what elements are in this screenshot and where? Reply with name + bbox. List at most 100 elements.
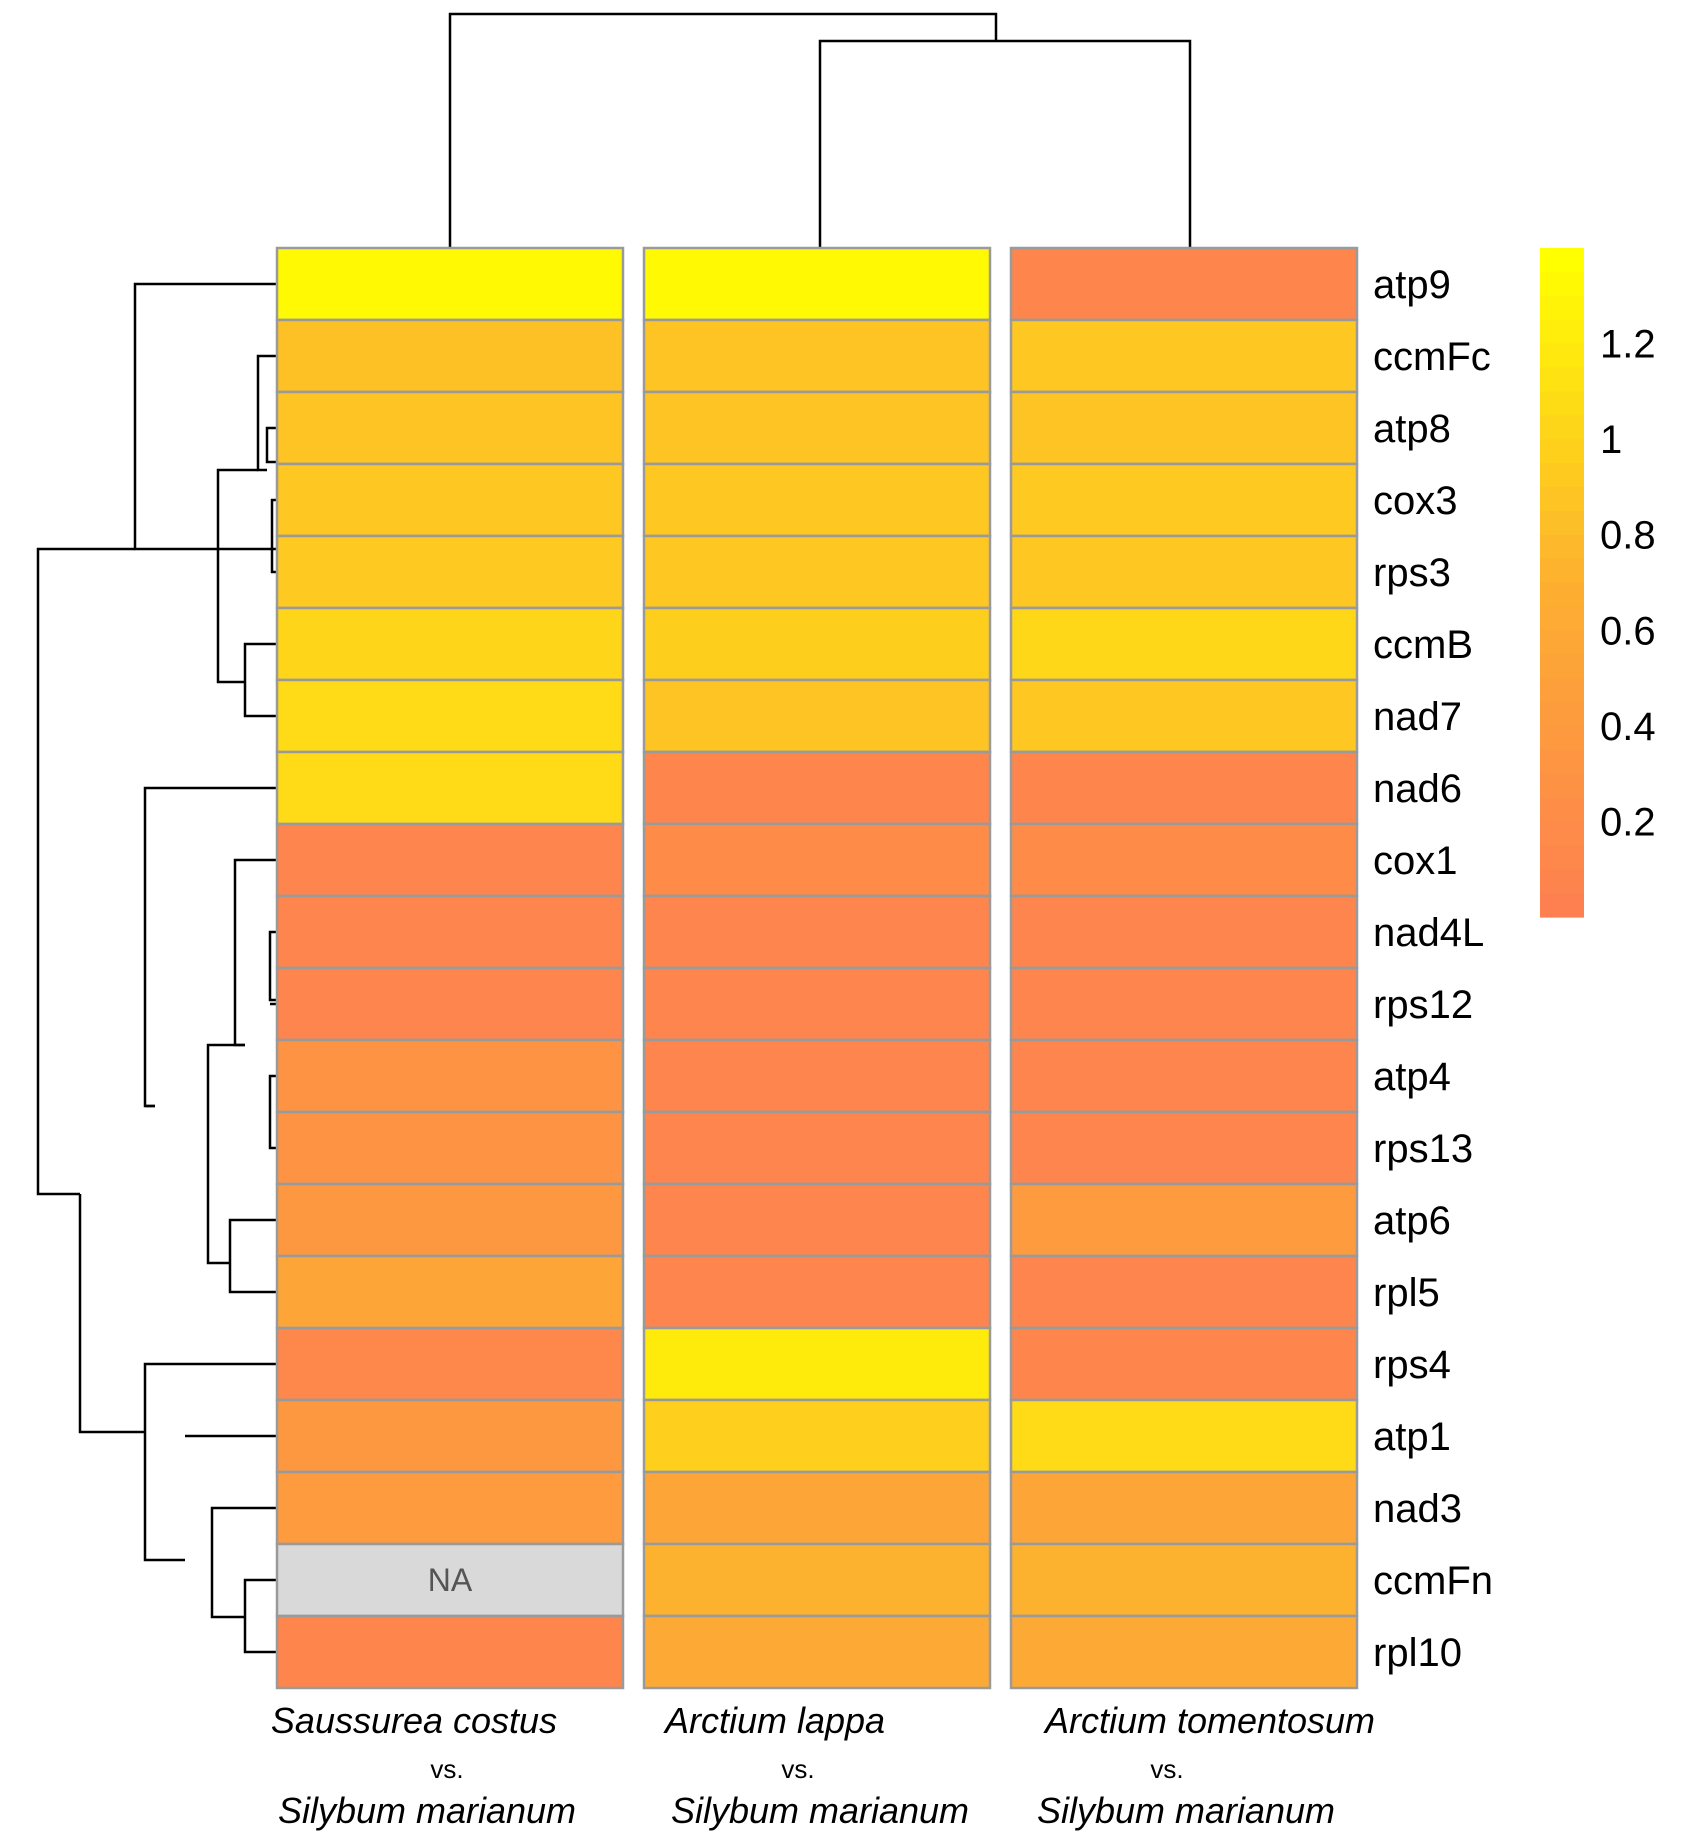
legend-swatch xyxy=(1540,678,1584,703)
legend-swatch xyxy=(1540,558,1584,584)
legend-swatch xyxy=(1540,248,1584,273)
heatmap-cell-ccmFn-col1 xyxy=(275,1542,625,1618)
column-labels: Saussurea costus vs. Silybum marianum Arcti… xyxy=(271,1700,1375,1831)
legend-swatch xyxy=(1540,797,1584,823)
row-dendrogram-branch xyxy=(270,498,277,574)
row-label-ccmFn: ccmFn xyxy=(1373,1559,1493,1603)
heatmap-cell-atp9-col2 xyxy=(642,246,992,322)
heatmap-cell-rps4-col1 xyxy=(275,1326,625,1402)
heatmap-cells: NA xyxy=(275,246,1359,1690)
row-dendrogram-branch xyxy=(36,547,135,1196)
legend-tick-label: 1.2 xyxy=(1600,323,1656,367)
row-dendrogram-branch xyxy=(78,1194,145,1434)
heatmap-cell-atp1-col2 xyxy=(642,1398,992,1474)
heatmap-cell-rps12-col2 xyxy=(642,966,992,1042)
row-label-rpl10: rpl10 xyxy=(1373,1631,1462,1675)
heatmap-cell-rpl5-col1 xyxy=(275,1254,625,1330)
heatmap-cell-atp6-col3 xyxy=(1009,1182,1359,1258)
heatmap-cell-rps12-col3 xyxy=(1009,966,1359,1042)
heatmap-cell-rpl10-col1 xyxy=(275,1614,625,1690)
heatmap-cell-rps4-col3 xyxy=(1009,1326,1359,1402)
heatmap-cell-atp6-col2 xyxy=(642,1182,992,1258)
row-label-rps12: rps12 xyxy=(1373,983,1473,1027)
heatmap-cell-cox1-col2 xyxy=(642,822,992,898)
heatmap-cell-ccmB-col3 xyxy=(1009,606,1359,682)
legend-swatch xyxy=(1540,415,1584,440)
legend-swatch xyxy=(1540,869,1584,894)
heatmap-cell-nad3-col1 xyxy=(275,1470,625,1546)
row-label-rps3: rps3 xyxy=(1373,551,1451,595)
heatmap-cell-atp8-col3 xyxy=(1009,390,1359,466)
legend-swatch xyxy=(1540,343,1584,369)
legend-tick-label: 0.6 xyxy=(1600,609,1656,653)
row-dendrogram-branch xyxy=(133,282,277,551)
row-label-atp1: atp1 xyxy=(1373,1415,1451,1459)
legend-swatch xyxy=(1540,534,1584,560)
heatmap-cell-nad3-col2 xyxy=(642,1470,992,1546)
heatmap-cell-rps13-col2 xyxy=(642,1110,992,1186)
legend-swatch xyxy=(1540,486,1584,512)
na-label: NA xyxy=(428,1562,473,1598)
heatmap-cell-nad4L-col2 xyxy=(642,894,992,970)
row-label-atp9: atp9 xyxy=(1373,263,1451,307)
heatmap-cell-atp8-col1 xyxy=(275,390,625,466)
row-dendrogram-branch xyxy=(268,1074,277,1150)
column-dendrogram xyxy=(448,12,1192,248)
heatmap-cell-nad4L-col1 xyxy=(275,894,625,970)
column-label-2-line3: Silybum marianum xyxy=(671,1790,969,1831)
legend-swatch xyxy=(1540,582,1584,607)
legend-swatch xyxy=(1540,821,1584,846)
row-label-cox3: cox3 xyxy=(1373,479,1458,523)
legend-tick-label: 0.8 xyxy=(1600,514,1656,558)
legend-tick-label: 0.2 xyxy=(1600,800,1656,844)
heatmap-cell-atp9-col3 xyxy=(1009,246,1359,322)
legend-swatch xyxy=(1540,367,1584,392)
heatmap-cell-rps3-col2 xyxy=(642,534,992,610)
heatmap-cell-rpl5-col3 xyxy=(1009,1254,1359,1330)
heatmap-cell-rps4-col2 xyxy=(642,1326,992,1402)
column-label-3-line1: Arctium tomentosum xyxy=(1043,1700,1375,1741)
row-label-nad6: nad6 xyxy=(1373,767,1462,811)
legend-swatch xyxy=(1540,845,1584,870)
legend-swatch xyxy=(1540,893,1584,918)
heatmap-cell-nad7-col1 xyxy=(275,678,625,754)
row-dendrogram-branch xyxy=(143,1362,277,1562)
legend-swatch xyxy=(1540,773,1584,799)
row-dendrogram-branch xyxy=(243,1578,277,1654)
heatmap-cell-rpl5-col2 xyxy=(642,1254,992,1330)
row-label-nad3: nad3 xyxy=(1373,1487,1462,1531)
heatmap-cell-atp9-col1 xyxy=(275,246,625,322)
heatmap-cell-ccmFc-col2 xyxy=(642,318,992,394)
heatmap-cell-nad6-col3 xyxy=(1009,750,1359,826)
color-legend: 1.2 1 0.8 0.6 0.4 0.2 xyxy=(1540,248,1656,918)
column-label-2-vs: vs. xyxy=(781,1754,814,1784)
heatmap-cell-atp1-col1 xyxy=(275,1398,625,1474)
row-label-atp4: atp4 xyxy=(1373,1055,1451,1099)
heatmap-cell-cox1-col1 xyxy=(275,822,625,898)
heatmap-cell-nad3-col3 xyxy=(1009,1470,1359,1546)
heatmap-cell-nad6-col1 xyxy=(275,750,625,826)
column-dendrogram-branch xyxy=(818,39,1192,248)
row-labels: atp9 ccmFc atp8 cox3 rps3 ccmB nad7 nad6 cox1 nad… xyxy=(1373,263,1493,1675)
heatmap-cell-ccmB-col1 xyxy=(275,606,625,682)
legend-swatch xyxy=(1540,606,1584,631)
heatmap-cell-atp6-col1 xyxy=(275,1182,625,1258)
heatmap-cell-rpl10-col2 xyxy=(642,1614,992,1690)
column-label-3-line3: Silybum marianum xyxy=(1037,1790,1335,1831)
legend-swatch xyxy=(1540,463,1584,488)
heatmap-cell-rps3-col3 xyxy=(1009,534,1359,610)
legend-swatch xyxy=(1540,391,1584,416)
heatmap-cell-rps12-col1 xyxy=(275,966,625,1042)
row-label-ccmFc: ccmFc xyxy=(1373,335,1491,379)
row-label-atp6: atp6 xyxy=(1373,1199,1451,1243)
heatmap-cell-rpl10-col3 xyxy=(1009,1614,1359,1690)
legend-swatch xyxy=(1540,630,1584,655)
row-label-rps13: rps13 xyxy=(1373,1127,1473,1171)
row-dendrogram-branch xyxy=(216,468,258,684)
heatmap-cell-atp4-col2 xyxy=(642,1038,992,1114)
legend-swatch xyxy=(1540,271,1584,297)
heatmap-cell-atp4-col3 xyxy=(1009,1038,1359,1114)
row-dendrogram-branch xyxy=(265,426,277,464)
heatmap-cell-nad6-col2 xyxy=(642,750,992,826)
